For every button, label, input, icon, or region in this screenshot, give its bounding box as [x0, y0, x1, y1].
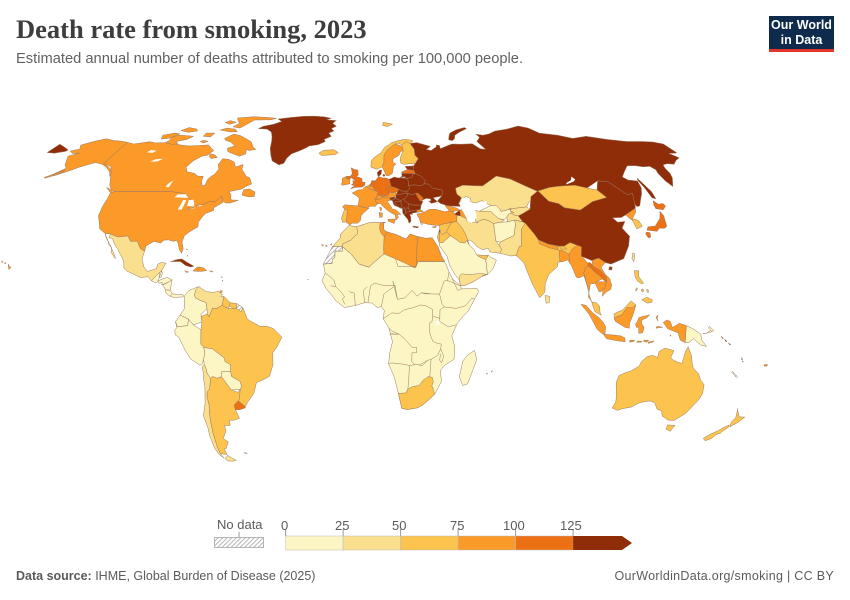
svg-text:125: 125: [560, 518, 582, 533]
svg-text:100: 100: [503, 518, 525, 533]
svg-text:0: 0: [281, 518, 288, 533]
svg-text:75: 75: [450, 518, 464, 533]
svg-text:25: 25: [335, 518, 349, 533]
svg-text:50: 50: [392, 518, 406, 533]
